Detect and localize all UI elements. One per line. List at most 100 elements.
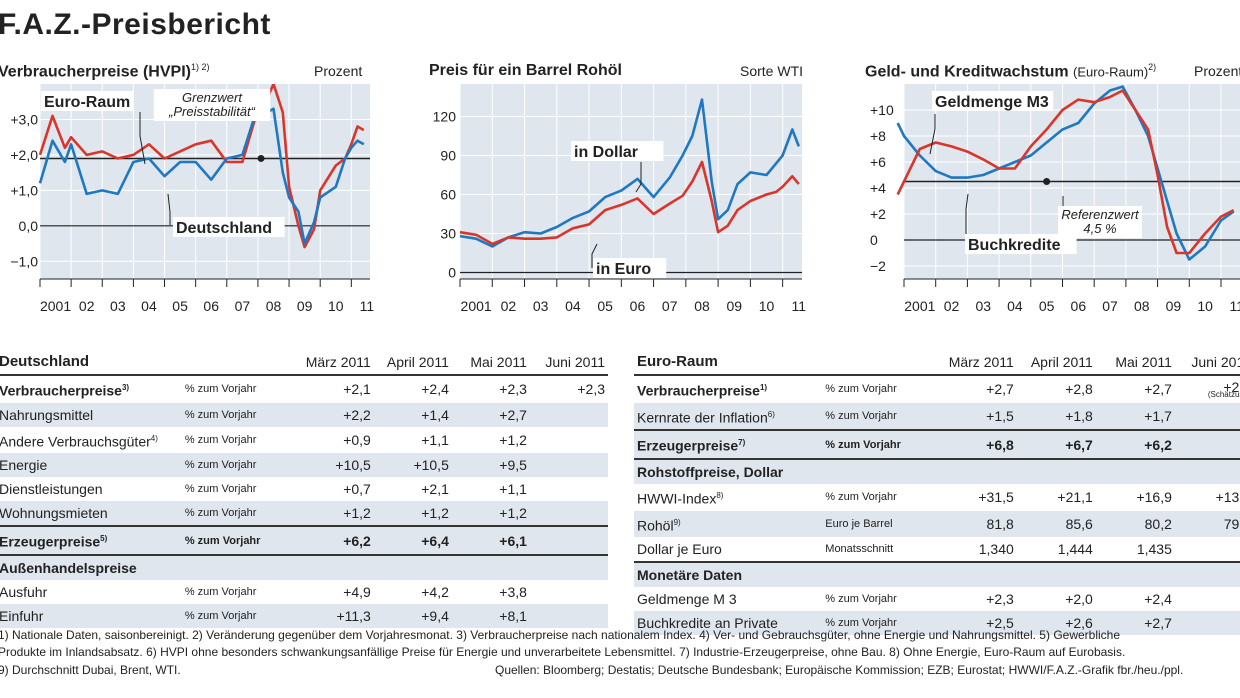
table-row: Erzeugerpreise5)% zum Vorjahr +6,2 +6,4 +6,… bbox=[0, 525, 608, 555]
row-value: +4,9 bbox=[343, 583, 371, 600]
x-tick-label: 2001 bbox=[904, 298, 935, 314]
row-label: Verbraucherpreise1) bbox=[637, 382, 768, 399]
y-tick-label: 0,0 bbox=[19, 218, 39, 234]
row-value: +2,5 bbox=[937, 611, 1017, 636]
row-value: +1,2 bbox=[373, 501, 452, 527]
chart3-unit: Prozent bbox=[1194, 63, 1240, 79]
row-value bbox=[1175, 587, 1240, 611]
y-tick-label: 0 bbox=[870, 232, 878, 248]
row-value: 1,444 bbox=[1057, 541, 1093, 558]
table-row: Nahrungsmittel% zum Vorjahr +2,2 +1,4 +2,7 bbox=[0, 402, 608, 427]
x-tick-label: 02 bbox=[501, 298, 517, 314]
row-value: +2,1 bbox=[421, 481, 449, 498]
chart3-title-text: Geld- und Kreditwachstum bbox=[865, 63, 1069, 81]
row-value: +0,9 bbox=[343, 431, 371, 448]
row-unit: % zum Vorjahr bbox=[181, 453, 296, 478]
x-tick-label: 08 bbox=[694, 298, 710, 314]
row-value bbox=[529, 501, 608, 527]
x-tick-label: 04 bbox=[565, 298, 581, 314]
row-value: 80,2 bbox=[1095, 510, 1175, 538]
x-tick-label: 03 bbox=[110, 298, 126, 314]
x-tick-label: 09 bbox=[297, 298, 313, 314]
row-value: +1,5 bbox=[937, 402, 1017, 431]
table-row: Einfuhr% zum Vorjahr +11,3 +9,4 +8,1 bbox=[0, 603, 608, 628]
row-value bbox=[1174, 611, 1240, 636]
row-value bbox=[451, 553, 530, 580]
row-value: +2,6 bbox=[1016, 611, 1096, 636]
header-unit bbox=[822, 350, 938, 376]
row-value: +6,7 bbox=[1016, 429, 1096, 459]
reference-dot bbox=[1043, 178, 1051, 185]
table-header-row: Deutschland März 2011 April 2011 Mai 2011 Ju… bbox=[0, 350, 608, 376]
row-value bbox=[529, 553, 608, 580]
row-value: +1,2 bbox=[499, 431, 527, 448]
header-month: Mai 2011 bbox=[451, 350, 530, 376]
row-value bbox=[1016, 561, 1096, 588]
y-tick-label: +1,0 bbox=[10, 182, 38, 198]
row-label: Monetäre Daten bbox=[634, 561, 823, 588]
row-value bbox=[1174, 457, 1240, 484]
y-tick-label: 90 bbox=[440, 148, 456, 164]
row-value: +6,2 bbox=[295, 525, 374, 555]
row-label: Dienstleistungen bbox=[0, 481, 103, 498]
row-value: +2,8 bbox=[1065, 381, 1093, 398]
row-label: Kernrate der Inflation6) bbox=[634, 402, 823, 431]
table-row: Wohnungsmieten% zum Vorjahr +1,2 +1,2 +1,2 bbox=[0, 501, 608, 527]
table-row: Außenhandelspreise bbox=[0, 553, 608, 580]
row-value: +1,2 bbox=[295, 501, 374, 527]
row-label: Einfuhr bbox=[0, 603, 182, 628]
row-value: +4,2 bbox=[421, 583, 449, 600]
y-tick-label: +2,0 bbox=[10, 147, 38, 163]
x-tick-label: 05 bbox=[597, 298, 613, 314]
table-row: HWWI-Index8) % zum Vorjahr +31,5 +21,1 +16,9… bbox=[634, 484, 1240, 511]
chart-oil: 120 90 60 30 0 2001 02 03 04 05 06 07 08 09 10 11 in Dol… bbox=[433, 84, 806, 314]
row-unit: % zum Vorjahr bbox=[184, 433, 257, 446]
row-value: +2,7 bbox=[1144, 381, 1172, 398]
row-footnote-ref: 9) bbox=[673, 517, 681, 527]
row-value bbox=[1174, 429, 1240, 459]
row-value: +1,7 bbox=[1095, 402, 1175, 431]
x-tick-label: 04 bbox=[1007, 298, 1023, 314]
row-footnote-ref: 4) bbox=[150, 433, 158, 443]
y-tick-label: −2 bbox=[870, 258, 886, 274]
x-tick-label: 06 bbox=[630, 298, 646, 314]
series-label: Euro-Raum bbox=[44, 94, 130, 111]
row-label: Verbraucherpreise3) bbox=[0, 382, 130, 399]
series-line-red bbox=[896, 89, 1235, 255]
row-value: +0,7 bbox=[343, 481, 371, 498]
row-unit: % zum Vorjahr bbox=[825, 383, 897, 396]
row-value: +2,7 bbox=[451, 402, 530, 427]
x-tick-label: 09 bbox=[1166, 298, 1182, 314]
row-unit: % zum Vorjahr bbox=[184, 483, 257, 496]
header-month: April 2011 bbox=[373, 350, 452, 376]
row-value: +6,2 bbox=[1095, 429, 1175, 459]
footnote-line2: Produkte im Inlandsabsatz. 6) HVPI ohne … bbox=[0, 645, 1126, 659]
row-label: Wohnungsmieten bbox=[0, 501, 182, 527]
footnote-line1: 1) Nationale Daten, saisonbereinigt. 2) … bbox=[0, 628, 1121, 642]
chart1-title: Verbraucherpreise (HVPI)1) 2) bbox=[0, 62, 209, 81]
x-tick-label: 10 bbox=[1197, 298, 1213, 314]
row-label: Erzeugerpreise7) bbox=[634, 429, 823, 459]
label-pointer bbox=[139, 112, 146, 165]
row-value bbox=[937, 561, 1017, 588]
table-row: Dienstleistungen % zum Vorjahr +0,7 +2,1 +1,… bbox=[0, 477, 608, 501]
chart1-title-note: 1) 2) bbox=[190, 62, 210, 72]
row-value bbox=[1174, 402, 1240, 431]
row-value: +1,4 bbox=[373, 402, 452, 427]
chart3-title: Geld- und Kreditwachstum (Euro-Raum)2) bbox=[865, 62, 1156, 81]
row-value bbox=[1175, 537, 1240, 562]
row-value bbox=[529, 402, 608, 427]
x-tick-label: 05 bbox=[172, 298, 188, 314]
series-line-blue bbox=[896, 85, 1235, 261]
row-unit: Euro je Barrel bbox=[822, 510, 938, 538]
chart2-title: Preis für ein Barrel Rohöl bbox=[429, 62, 622, 79]
header-month: April 2011 bbox=[1016, 350, 1096, 376]
y-tick-label: +2 bbox=[870, 206, 886, 222]
row-value: +1,1 bbox=[421, 431, 449, 448]
row-value bbox=[1095, 561, 1175, 588]
table-row: Monetäre Daten bbox=[634, 561, 1240, 588]
row-value: 81,8 bbox=[937, 510, 1017, 538]
x-tick-label: 06 bbox=[1071, 298, 1087, 314]
series-line-blue bbox=[38, 107, 365, 245]
row-value: +10,5 bbox=[295, 453, 374, 478]
